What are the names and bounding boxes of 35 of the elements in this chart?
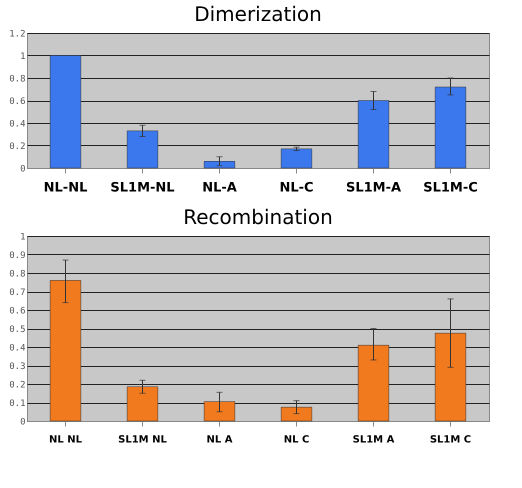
x-tick-label: NL A: [206, 434, 233, 446]
y-tick-label: 0.8: [9, 270, 26, 280]
y-tick-label: 0: [20, 418, 26, 428]
y-tick-label: 0.6: [9, 97, 26, 107]
y-tick-label: 1: [20, 52, 26, 62]
y-tick-label: 0.2: [9, 142, 26, 152]
y-tick-label: 0: [20, 164, 26, 174]
y-tick-label: 0.2: [9, 380, 26, 390]
bar: [204, 161, 236, 168]
x-tick-label: SL1M-A: [346, 180, 402, 196]
x-tick-label: SL1M-C: [423, 180, 478, 196]
y-tick-label: 1: [20, 232, 26, 242]
y-tick-label: 0.3: [9, 362, 26, 372]
bar: [50, 55, 82, 168]
y-tick-label: 0.4: [9, 120, 26, 130]
x-tick-label: SL1M A: [352, 434, 395, 446]
x-tick-label: NL C: [284, 434, 310, 446]
bar: [280, 148, 312, 168]
x-tick-label: NL-C: [279, 180, 314, 196]
x-tick-label: NL-A: [202, 180, 237, 196]
y-tick-label: 0.9: [9, 251, 26, 261]
x-tick-label: SL1M NL: [118, 434, 168, 446]
y-tick-label: 0.5: [9, 325, 26, 335]
x-tick-label: SL1M-NL: [110, 180, 175, 196]
y-tick-label: 0.1: [9, 399, 26, 409]
x-tick-label: NL NL: [49, 434, 83, 446]
y-tick-label: 0.8: [9, 74, 26, 84]
chart-title: Recombination: [183, 205, 333, 229]
x-tick-label: SL1M C: [430, 434, 472, 446]
y-tick-label: 0.7: [9, 288, 26, 298]
x-tick-label: NL-NL: [44, 180, 88, 196]
chart-title: Dimerization: [194, 2, 322, 26]
y-tick-label: 0.6: [9, 306, 26, 316]
y-tick-label: 1.2: [9, 30, 26, 40]
y-tick-label: 0.4: [9, 344, 26, 354]
